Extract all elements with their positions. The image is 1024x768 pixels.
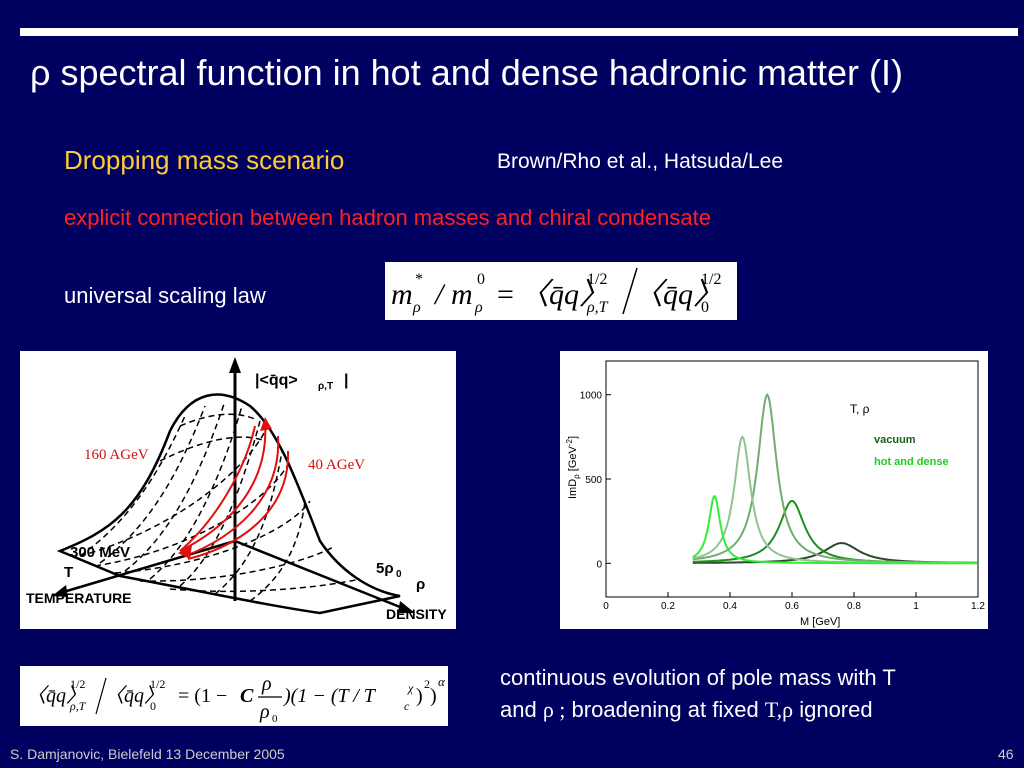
axis-top-label: |<q̄q> (255, 372, 298, 389)
slide-title: ρ spectral function in hot and dense had… (30, 52, 903, 93)
eq2-eq-part: = (1 − (178, 685, 227, 707)
eq1-rho2: ρ (474, 299, 483, 316)
caption-and: and (500, 697, 543, 722)
x-tick-label: 0.6 (785, 601, 799, 612)
caption-line-1: continuous evolution of pole mass with T (500, 665, 896, 690)
eq2-cond2: 〈q̄q〉 (104, 685, 164, 707)
eq2-divider (95, 677, 107, 715)
eq1-half2: 1/2 (701, 271, 721, 288)
footer-text: S. Damjanovic, Bielefeld 13 December 200… (10, 746, 285, 762)
eq2-sub0: 0 (150, 699, 156, 713)
axis-top-sub: ρ,T (318, 381, 333, 392)
spectral-function-chart: 0 500 1000 0 0.2 0.4 0.6 0.8 1 1.2 T, ρ vacuum h… (560, 351, 988, 629)
density-label: DENSITY (386, 606, 447, 622)
x-axis-label: M [GeV] (800, 616, 840, 628)
svg-text:ImDρ [GeV-2]: ImDρ [GeV-2] (565, 436, 581, 499)
temperature-axis (59, 539, 236, 595)
surface-grid (79, 400, 361, 602)
temperature-value: 300 MeV (70, 544, 130, 561)
eq2-sq: 2 (424, 677, 430, 691)
eq2-alpha: α (438, 674, 446, 689)
y-tick-label: 1000 (580, 391, 603, 402)
eq2-pow-close: ) (416, 685, 423, 707)
eq1-slash: / (433, 278, 446, 311)
page-number: 46 (998, 746, 1014, 762)
scaling-equation-2: 〈q̄q〉 1/2 ρ,T 〈q̄q〉 1/2 0 = (1 − C ρ ρ 0… (20, 666, 448, 726)
y-label-close: ] (567, 436, 579, 439)
eq2-cond: 〈q̄q〉 (26, 685, 86, 707)
y-axis-label: ImDρ [GeV-2] (565, 436, 581, 499)
eq1-condensate2: 〈q̄q〉 (633, 278, 723, 311)
x-tick-label: 0.8 (847, 601, 861, 612)
eq2-half2: 1/2 (150, 677, 165, 691)
spectral-curve-5 (692, 495, 977, 565)
eq1-rhoT: ρ,T (586, 299, 609, 316)
connection-statement: explicit connection between hadron masse… (64, 205, 711, 230)
y-label-sub: ρ (572, 474, 581, 479)
y-label-main: ImD (567, 479, 579, 499)
eq2-den: ρ (259, 701, 270, 723)
x-tick-label: 0.2 (661, 601, 675, 612)
temperature-axis-label: T (64, 564, 73, 581)
eq2-half: 1/2 (70, 677, 85, 691)
eq1-m2: m (451, 278, 473, 311)
eq1-rho: ρ (412, 299, 421, 316)
trajectory-arrow (260, 417, 272, 431)
eq1-sub0: 0 (701, 299, 709, 316)
trajectories (179, 420, 290, 560)
y-tick-label: 0 (596, 559, 602, 570)
caption-ignored: ignored (793, 697, 873, 722)
eq2-mid: )(1 − (T / T (283, 685, 377, 707)
caption-rho: ρ ; (542, 697, 566, 722)
x-tick-label: 0 (603, 601, 609, 612)
title-rule (20, 28, 1018, 36)
eq2-rhoT: ρ,T (69, 699, 87, 713)
temperature-label: TEMPERATURE (26, 590, 132, 606)
eq1-star: * (415, 271, 423, 288)
eq1-equals: = (497, 278, 514, 311)
y-label-sup: -2 (565, 438, 574, 446)
scaling-law-label: universal scaling law (64, 283, 266, 308)
eq1-m: m (391, 278, 413, 311)
caption-line-2: and ρ ; broadening at fixed T,ρ ignored (500, 694, 896, 726)
eq2-tc-sup: χ (407, 681, 414, 695)
eq1-half: 1/2 (587, 271, 607, 288)
caption: continuous evolution of pole mass with T… (500, 662, 896, 726)
y-tick-label: 500 (585, 475, 602, 486)
scaling-law-equation: m * ρ / m 0 ρ = 〈q̄q〉 1/2 ρ,T 〈q̄q〉 1/2 … (385, 262, 737, 320)
density-value: 5ρ (376, 560, 394, 577)
caption-broadening: broadening at fixed (565, 697, 765, 722)
x-tick-label: 1 (913, 601, 919, 612)
subtitle: Dropping mass scenario (64, 145, 345, 175)
eq1-zero: 0 (477, 271, 485, 288)
density-axis-label: ρ (416, 576, 425, 593)
caption-trho: T,ρ (764, 697, 794, 722)
eq2-num: ρ (261, 673, 272, 695)
eq2-C: C (240, 685, 254, 707)
eq2-tc-sub: c (404, 699, 410, 713)
surface-outline (56, 393, 401, 615)
eq2-end: ) (430, 685, 437, 707)
legend-hot-dense: hot and dense (874, 456, 949, 468)
eq1-divider (622, 267, 638, 315)
density-axis-arrow (398, 601, 415, 613)
axis-top-close: | (344, 372, 348, 389)
density-axis (234, 539, 406, 611)
trajectory-arrow-2 (178, 545, 192, 559)
y-label-unit: [GeV (567, 445, 579, 474)
x-tick-label: 0.4 (723, 601, 737, 612)
density-value-sub: 0 (396, 569, 402, 580)
eq2-den-sub: 0 (272, 713, 278, 725)
label-160-agev: 160 AGeV (84, 447, 149, 463)
condensate-surface-diagram: |<q̄q> ρ,T | 160 AGeV 40 AGeV 300 MeV T … (20, 351, 456, 629)
authors: Brown/Rho et al., Hatsuda/Lee (497, 150, 784, 173)
label-40-agev: 40 AGeV (308, 457, 365, 473)
legend-title: T, ρ (850, 402, 870, 416)
temperature-axis-arrow (52, 585, 68, 597)
legend-vacuum: vacuum (874, 434, 916, 446)
x-tick-label: 1.2 (971, 601, 985, 612)
condensate-axis-arrow (229, 357, 241, 373)
eq1-condensate: 〈q̄q〉 (519, 278, 609, 311)
